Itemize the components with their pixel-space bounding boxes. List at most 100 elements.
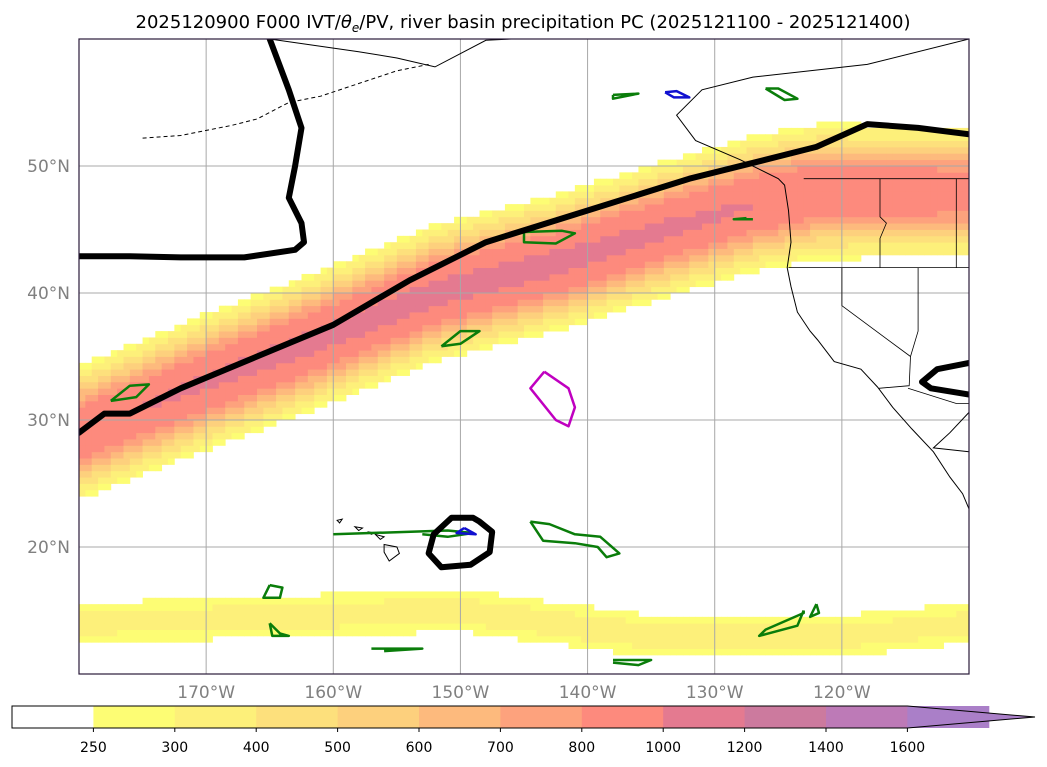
ivt-cell	[206, 337, 213, 345]
ivt-cell	[466, 261, 474, 268]
ivt-cell	[962, 204, 969, 211]
ivt-cell	[485, 293, 493, 300]
ivt-cell	[104, 635, 112, 643]
ivt-cell	[288, 375, 296, 383]
ivt-cell	[956, 242, 964, 249]
ivt-cell	[187, 623, 194, 630]
ivt-cell	[301, 305, 309, 313]
lon-tick-label: 150°W	[432, 683, 490, 703]
ivt-cell	[835, 616, 843, 624]
ivt-cell	[193, 407, 201, 415]
ivt-cell	[892, 248, 900, 256]
ivt-cell	[98, 464, 105, 472]
ivt-cell	[771, 254, 779, 262]
ivt-cell	[702, 280, 709, 288]
ivt-cell	[593, 616, 601, 624]
ivt-cell	[371, 293, 379, 300]
ivt-cell	[517, 293, 525, 300]
ivt-cell	[250, 362, 258, 370]
ivt-cell	[269, 375, 277, 383]
green-precip-outline	[262, 583, 284, 600]
ivt-cell	[676, 172, 684, 180]
ivt-cell	[670, 216, 677, 224]
ivt-cell	[644, 648, 652, 656]
ivt-cell	[841, 178, 849, 186]
ivt-cell	[638, 635, 646, 643]
ivt-cell	[415, 229, 423, 237]
ivt-cell	[918, 229, 925, 237]
ivt-cell	[473, 318, 480, 326]
ivt-cell	[854, 178, 862, 186]
ivt-cell	[581, 293, 588, 300]
ivt-cell	[225, 629, 232, 637]
ivt-cell	[206, 324, 213, 332]
ivt-cell	[358, 324, 366, 332]
ivt-cell	[682, 642, 690, 649]
ivt-cell	[708, 629, 716, 637]
ivt-cell	[396, 616, 404, 624]
ivt-cell	[161, 451, 169, 459]
ivt-cell	[237, 432, 245, 440]
ivt-cell	[651, 197, 658, 205]
ivt-cell	[714, 267, 722, 275]
ivt-cell	[187, 369, 194, 376]
ivt-cell	[85, 489, 93, 497]
ivt-cell	[110, 413, 118, 421]
ivt-cell	[555, 210, 563, 218]
ivt-cell	[498, 331, 506, 338]
ivt-cell	[613, 204, 620, 211]
ivt-cell	[422, 324, 430, 332]
ivt-cell	[613, 629, 620, 637]
ivt-cell	[339, 280, 347, 288]
ivt-cell	[670, 648, 677, 656]
ivt-cell	[797, 642, 805, 649]
ivt-cell	[765, 204, 773, 211]
ivt-cell	[708, 623, 716, 630]
ivt-cell	[962, 629, 969, 637]
ivt-cell	[880, 140, 887, 148]
ivt-cell	[625, 185, 633, 192]
ivt-cell	[377, 623, 385, 630]
ivt-cell	[212, 312, 220, 319]
ivt-cell	[206, 394, 213, 402]
ivt-cell	[492, 623, 499, 630]
ivt-cell	[803, 210, 811, 218]
ivt-cell	[555, 254, 563, 262]
ivt-cell	[326, 362, 334, 370]
ivt-cell	[460, 235, 468, 243]
ivt-cell	[148, 420, 156, 427]
ivt-cell	[593, 642, 601, 649]
ivt-cell	[352, 362, 360, 370]
ivt-cell	[199, 331, 207, 338]
ivt-cell	[530, 305, 538, 313]
ivt-cell	[276, 324, 283, 332]
ivt-cell	[810, 216, 817, 224]
ivt-cell	[206, 623, 213, 630]
ivt-cell	[905, 216, 913, 224]
ivt-cell	[613, 261, 620, 268]
ivt-cell	[136, 610, 143, 618]
ivt-cell	[441, 299, 449, 307]
ivt-cell	[479, 604, 487, 611]
ivt-cell	[180, 629, 188, 637]
ivt-cell	[791, 172, 798, 180]
ivt-cell	[530, 312, 538, 319]
ivt-cell	[587, 623, 595, 630]
ivt-cell	[199, 413, 207, 421]
ivt-cell	[644, 267, 652, 275]
ivt-cell	[428, 235, 436, 243]
ivt-cell	[79, 616, 86, 624]
ivt-cell	[670, 623, 677, 630]
ivt-cell	[625, 267, 633, 275]
ivt-cell	[454, 235, 461, 243]
ivt-cell	[714, 642, 722, 649]
ivt-cell	[829, 642, 836, 649]
ivt-cell	[714, 172, 722, 180]
ivt-cell	[962, 172, 969, 180]
ivt-cell	[136, 426, 143, 434]
ivt-cell	[441, 623, 449, 630]
ivt-cell	[574, 318, 582, 326]
ivt-cell	[301, 343, 309, 351]
ivt-cell	[682, 197, 690, 205]
ivt-cell	[752, 242, 760, 249]
